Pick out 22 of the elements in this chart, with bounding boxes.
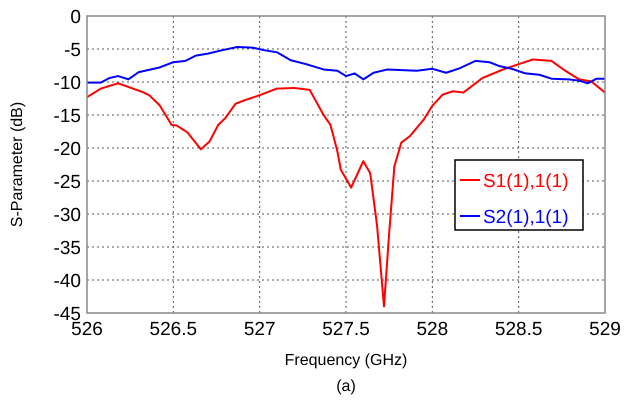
y-tick-label: -25 xyxy=(54,172,81,193)
line-series xyxy=(86,46,606,84)
y-tick-label: -15 xyxy=(54,106,81,127)
text: (a) xyxy=(336,378,356,395)
y-tick-label: -35 xyxy=(54,238,81,259)
y-tick-label: -40 xyxy=(54,271,81,292)
y-tick-label: 0 xyxy=(70,7,81,28)
x-tick-label: 527.5 xyxy=(322,319,370,340)
y-tick-label: -20 xyxy=(54,139,81,160)
y-tick-label: -10 xyxy=(54,73,81,94)
x-axis-title: Frequency (GHz) xyxy=(284,352,408,369)
legend-label: S2(1),1(1) xyxy=(483,207,569,228)
line-series xyxy=(86,58,606,308)
x-tick-label: 527 xyxy=(244,319,276,340)
y-axis-title: S-Parameter (dB) xyxy=(9,102,26,228)
legend-label: S1(1),1(1) xyxy=(483,171,569,192)
y-tick-label: -5 xyxy=(64,40,81,61)
x-tick-label: 528 xyxy=(416,319,448,340)
x-tick-label: 526.5 xyxy=(150,319,198,340)
y-tick-label: -30 xyxy=(54,205,81,226)
x-tick-label: 528.5 xyxy=(494,319,542,340)
x-tick-label: 529 xyxy=(589,319,621,340)
